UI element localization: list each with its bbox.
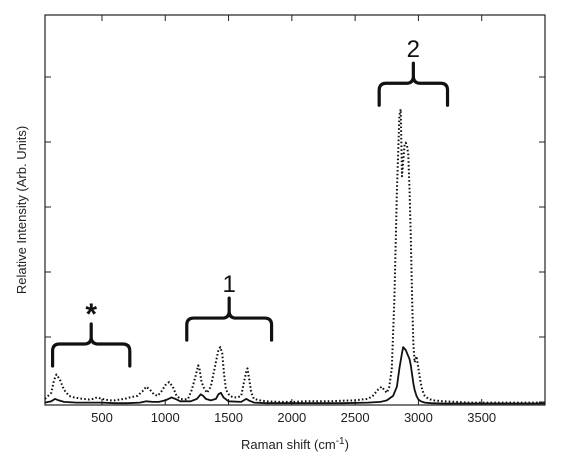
- x-tick-label: 1500: [214, 410, 243, 425]
- series-layer: [44, 108, 545, 405]
- dotted-spectrum-line: [44, 108, 545, 404]
- annotation-bracket: [50, 322, 132, 368]
- x-tick-label: 1000: [151, 410, 180, 425]
- plot-frame: [44, 14, 546, 406]
- x-tick-label: 2500: [341, 410, 370, 425]
- annotation-layer: * 1 2: [50, 36, 450, 368]
- x-ticks: 500 1000 1500 2000 2500 3000 3500: [91, 15, 496, 425]
- x-tick-label: 3000: [404, 410, 433, 425]
- x-tick-label: 3500: [467, 410, 496, 425]
- x-tick-label: 2000: [277, 410, 306, 425]
- y-axis-label: Relative Intensity (Arb. Units): [14, 126, 29, 294]
- x-tick-label: 500: [91, 410, 113, 425]
- x-axis-label: Raman shift (cm-1): [241, 436, 349, 452]
- x-axis-label-superscript: -1: [336, 436, 345, 447]
- annotation-bracket: [185, 296, 274, 342]
- annotation-label: 2: [407, 36, 420, 63]
- annotation-bracket: [377, 61, 450, 107]
- y-ticks: [45, 76, 545, 403]
- annotation-label: 1: [222, 271, 235, 298]
- solid-spectrum-line: [44, 346, 545, 405]
- annotation-label: *: [85, 298, 97, 331]
